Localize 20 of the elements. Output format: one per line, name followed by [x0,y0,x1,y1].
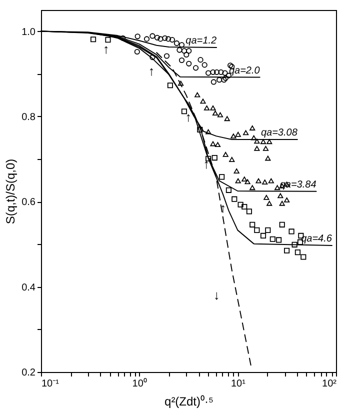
y-tick-label: 0.8 [22,112,36,123]
annotation: ↑ [220,200,226,216]
annotation: ↓ [213,287,220,302]
x-tick-label: 10¹ [230,378,246,390]
annotation: qa=3.08 [260,127,298,138]
y-tick-label: 0.2 [22,368,36,378]
annotation: ↑ [148,64,155,79]
x-tick-label: 10⁻¹ [42,378,60,390]
y-tick-label: 0.6 [22,197,36,208]
y-tick-label: 0.4 [22,282,36,294]
x-tick-label: 10⁰ [132,378,148,390]
x-tick-label: 10² [322,378,338,390]
annotation: qa=4.6 [301,234,332,245]
annotation: qa=2.0 [228,65,260,76]
y-axis-title: S(q,t)/S(q,0) [4,158,18,224]
annotation: ↑ [102,42,110,57]
y-tick-label: 1.0 [22,26,36,38]
annotation: ↑ [185,110,192,125]
x-axis-title: q²(Zdt)⁰·⁵ [164,394,214,408]
annotation: qa=1.2 [186,35,217,46]
